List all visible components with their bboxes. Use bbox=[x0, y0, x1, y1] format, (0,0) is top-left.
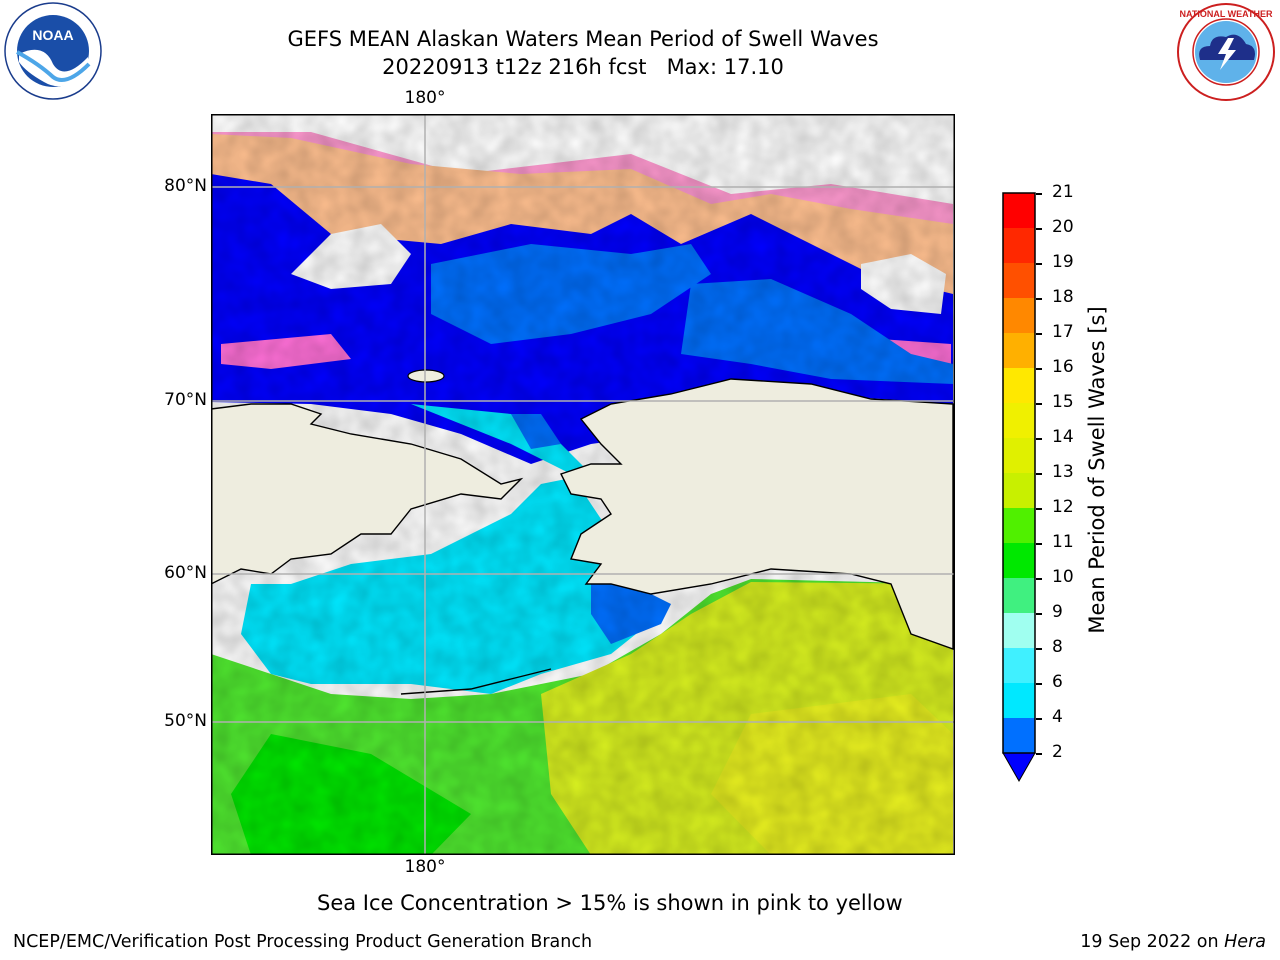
footer-system-name: Hera bbox=[1224, 932, 1266, 952]
colorbar-band bbox=[1003, 508, 1035, 543]
colorbar-tick-label: 2 bbox=[1052, 742, 1063, 762]
colorbar-band bbox=[1003, 368, 1035, 403]
chart-title: GEFS MEAN Alaskan Waters Mean Period of … bbox=[287, 27, 879, 51]
lat-label-80: 80°N bbox=[164, 176, 207, 196]
colorbar-tick-mark bbox=[1036, 718, 1042, 720]
colorbar-band bbox=[1003, 543, 1035, 578]
colorbar-tick-label: 8 bbox=[1052, 637, 1063, 657]
colorbar-tick-mark bbox=[1036, 683, 1042, 685]
colorbar-tick-label: 19 bbox=[1052, 252, 1074, 272]
colorbar-tick-label: 18 bbox=[1052, 287, 1074, 307]
colorbar-tick-label: 13 bbox=[1052, 462, 1074, 482]
colorbar-tick-label: 21 bbox=[1052, 182, 1074, 202]
colorbar-tick-label: 15 bbox=[1052, 392, 1074, 412]
colorbar-tick-mark bbox=[1036, 613, 1042, 615]
colorbar-band bbox=[1003, 193, 1035, 228]
colorbar-band bbox=[1003, 718, 1035, 753]
footer-credit: NCEP/EMC/Verification Post Processing Pr… bbox=[13, 932, 593, 952]
colorbar-tick-label: 12 bbox=[1052, 497, 1074, 517]
colorbar-tick-mark bbox=[1036, 753, 1042, 755]
map-frame bbox=[211, 114, 955, 855]
siberia-landmass bbox=[210, 403, 524, 586]
colorbar-tick-label: 20 bbox=[1052, 217, 1074, 237]
colorbar-band bbox=[1003, 438, 1035, 473]
colorbar-band bbox=[1003, 613, 1035, 648]
colorbar-band bbox=[1003, 298, 1035, 333]
colorbar-extend-arrow bbox=[1002, 752, 1036, 783]
colorbar-frame bbox=[1002, 192, 1036, 754]
colorbar-tick-mark bbox=[1036, 543, 1042, 545]
colorbar-tick-mark bbox=[1036, 508, 1042, 510]
aleutian-islands bbox=[400, 668, 552, 695]
colorbar-tick-mark bbox=[1036, 193, 1042, 195]
colorbar-tick-mark bbox=[1036, 298, 1042, 300]
footer-date: 19 Sep 2022 on Hera bbox=[1080, 932, 1266, 952]
lat-label-60: 60°N bbox=[164, 563, 207, 583]
colorbar-tick-mark bbox=[1036, 438, 1042, 440]
lat-label-50: 50°N bbox=[164, 711, 207, 731]
top-longitude-label: 180° bbox=[404, 88, 446, 108]
colorbar-tick-label: 6 bbox=[1052, 672, 1063, 692]
nws-logo: NATIONAL WEATHER bbox=[1176, 2, 1276, 102]
colorbar-tick-mark bbox=[1036, 368, 1042, 370]
colorbar-band bbox=[1003, 683, 1035, 718]
colorbar-band bbox=[1003, 648, 1035, 683]
colorbar-tick-mark bbox=[1036, 648, 1042, 650]
map-panel bbox=[210, 114, 955, 855]
svg-text:NATIONAL WEATHER: NATIONAL WEATHER bbox=[1180, 9, 1273, 19]
colorbar-tick-mark bbox=[1036, 263, 1042, 265]
colorbar-tick-label: 11 bbox=[1052, 532, 1074, 552]
colorbar-tick-mark bbox=[1036, 333, 1042, 335]
colorbar-tick-label: 10 bbox=[1052, 567, 1074, 587]
noaa-logo-text: NOAA bbox=[32, 27, 73, 43]
chart-subtitle: 20220913 t12z 216h fcst Max: 17.10 bbox=[382, 55, 784, 79]
colorbar-tick-label: 17 bbox=[1052, 322, 1074, 342]
colorbar-band bbox=[1003, 578, 1035, 613]
colorbar-label: Mean Period of Swell Waves [s] bbox=[1085, 306, 1109, 634]
colorbar-band bbox=[1003, 333, 1035, 368]
colorbar-band bbox=[1003, 263, 1035, 298]
colorbar-band bbox=[1003, 228, 1035, 263]
colorbar-tick-label: 14 bbox=[1052, 427, 1074, 447]
bottom-longitude-label: 180° bbox=[404, 857, 446, 877]
graticule bbox=[211, 114, 955, 855]
colorbar-tick-mark bbox=[1036, 578, 1042, 580]
colorbar-band bbox=[1003, 403, 1035, 438]
colorbar-tick-mark bbox=[1036, 403, 1042, 405]
colorbar-band bbox=[1003, 473, 1035, 508]
sea-ice-caption: Sea Ice Concentration > 15% is shown in … bbox=[317, 891, 903, 915]
colorbar bbox=[1002, 188, 1036, 783]
colorbar-tick-label: 4 bbox=[1052, 707, 1063, 727]
wrangel-island bbox=[407, 369, 445, 383]
colorbar-tick-mark bbox=[1036, 228, 1042, 230]
lat-label-70: 70°N bbox=[164, 390, 207, 410]
colorbar-tick-label: 16 bbox=[1052, 357, 1074, 377]
noaa-logo: NOAA bbox=[4, 2, 102, 100]
footer-date-text: 19 Sep 2022 on bbox=[1080, 932, 1225, 952]
colorbar-tick-label: 9 bbox=[1052, 602, 1063, 622]
colorbar-tick-mark bbox=[1036, 473, 1042, 475]
